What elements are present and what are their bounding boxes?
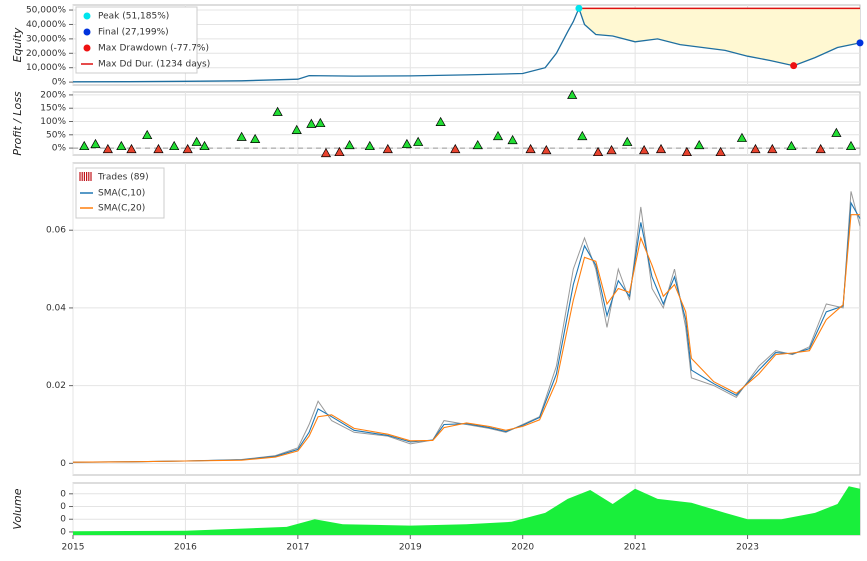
y-tick-label: 0.04 [46,303,66,313]
x-tick-label: 2020 [511,543,534,553]
y-tick-label: 20,000% [26,49,66,59]
trade-marker [492,130,504,141]
legend-label: Max Dd Dur. (1234 days) [98,60,210,70]
trade-marker [845,140,857,151]
trade-marker [382,143,393,154]
y-tick-label: 0.06 [46,226,66,236]
trade-marker [79,140,90,151]
y-tick-label: 0% [52,144,67,154]
y-tick-label: 40,000% [26,20,66,30]
legend-label: SMA(C,10) [98,189,145,199]
sma-line [72,214,860,463]
y-tick-label: 0.02 [46,381,66,391]
trade-marker [401,138,413,149]
trade-marker [272,106,283,116]
trade-marker [639,144,650,155]
trade-marker [736,132,748,142]
equity-marker [856,39,864,47]
trade-marker [606,144,617,155]
trade-marker [567,89,578,99]
trade-marker [126,143,137,154]
y-tick-label: 0 [60,489,66,499]
trade-marker [334,146,345,157]
trade-marker [344,139,355,150]
y-tick-label: 0 [60,502,66,512]
trade-marker [622,136,633,146]
trade-marker [507,134,518,145]
y-tick-label: 200% [40,90,66,100]
x-tick-label: 2015 [62,543,85,553]
trade-marker [577,130,588,141]
trade-marker [592,146,604,157]
trade-marker [291,124,302,134]
trade-marker [681,146,692,157]
trade-marker [831,127,842,137]
y-tick-label: 0 [60,515,66,525]
x-tick-label: 2016 [174,543,197,553]
trade-marker [655,143,667,154]
panel-frame [72,162,861,476]
trade-marker [472,139,483,150]
legend-swatch [83,44,91,52]
y-tick-label: 50,000% [26,6,66,16]
x-tick-label: 2019 [399,543,422,553]
trade-marker [767,143,778,154]
y-tick-label: 0% [52,78,67,88]
trade-marker [694,139,705,150]
trade-marker [153,143,164,154]
x-tick-label: 2021 [624,543,647,553]
trade-marker [450,143,461,154]
legend-label: Max Drawdown (-77.7%) [98,44,209,54]
trade-marker [236,131,247,141]
equity-marker [790,62,798,70]
y-tick-label: 0 [60,527,66,537]
trade-marker [116,140,127,151]
trade-marker [413,136,424,146]
y-axis-title: Equity [11,27,24,62]
legend-swatch [83,28,91,36]
panel-frame [72,91,861,156]
sma-line [72,201,861,463]
y-axis-title: Profit / Loss [11,91,24,156]
price-line [72,191,861,463]
trade-marker [90,138,101,149]
drawdown-fill [578,8,860,66]
y-tick-label: 50% [46,130,66,140]
y-tick-label: 30,000% [26,34,66,44]
equity-marker [575,4,583,12]
legend-label: Peak (51,185%) [98,12,169,22]
legend-label: SMA(C,20) [98,204,145,214]
trade-marker [169,140,180,151]
trade-marker [199,140,210,151]
trade-marker [364,140,375,151]
trade-marker [102,143,113,154]
legend-swatch [83,12,91,20]
trade-marker [182,143,193,154]
y-tick-label: 10,000% [26,63,66,73]
trade-marker [250,133,261,144]
trade-marker [541,144,552,155]
legend-label: Final (27,199%) [98,28,169,38]
trade-marker [715,146,726,157]
trade-marker [750,143,761,154]
y-axis-title: Volume [11,488,24,529]
trade-marker [815,143,826,154]
x-tick-label: 2017 [286,543,309,553]
trade-marker [435,116,446,126]
legend-label: Trades (89) [97,173,149,183]
trade-marker [142,129,153,140]
y-tick-label: 0 [60,459,66,469]
y-tick-label: 100% [40,117,66,127]
trade-marker [786,140,797,151]
trade-marker [306,118,317,128]
volume-area [73,486,860,535]
trade-marker [315,117,326,128]
y-tick-label: 150% [40,104,66,114]
legend-box [75,6,198,74]
x-tick-label: 2023 [736,543,759,553]
trade-marker [320,147,332,158]
trade-marker [191,136,202,146]
trade-marker [525,143,536,154]
